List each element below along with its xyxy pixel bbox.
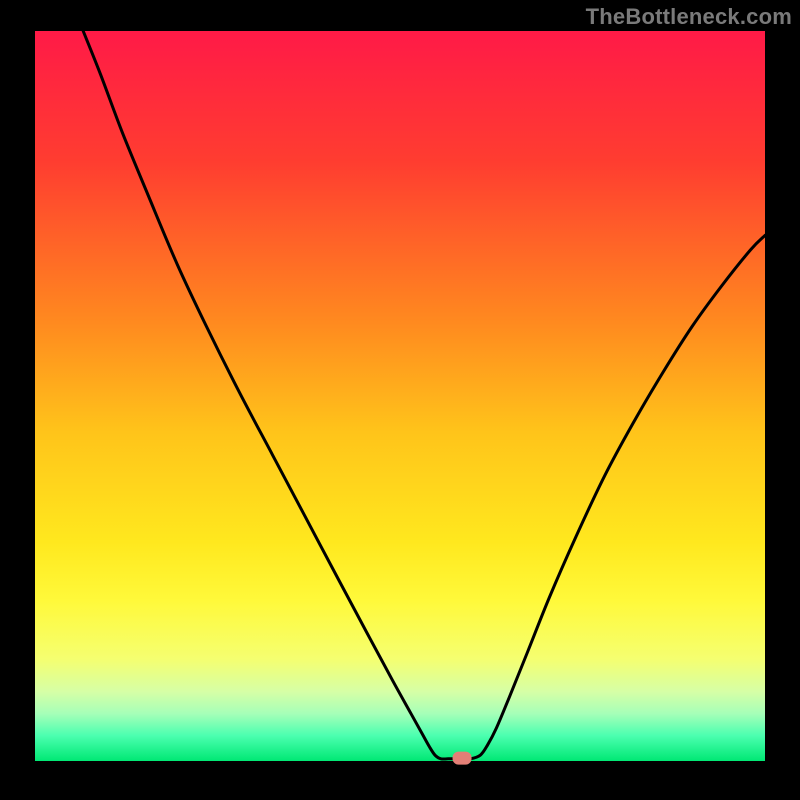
chart-svg [0,0,800,800]
watermark-text: TheBottleneck.com [586,4,792,30]
optimal-marker [453,752,472,765]
chart-container: TheBottleneck.com [0,0,800,800]
